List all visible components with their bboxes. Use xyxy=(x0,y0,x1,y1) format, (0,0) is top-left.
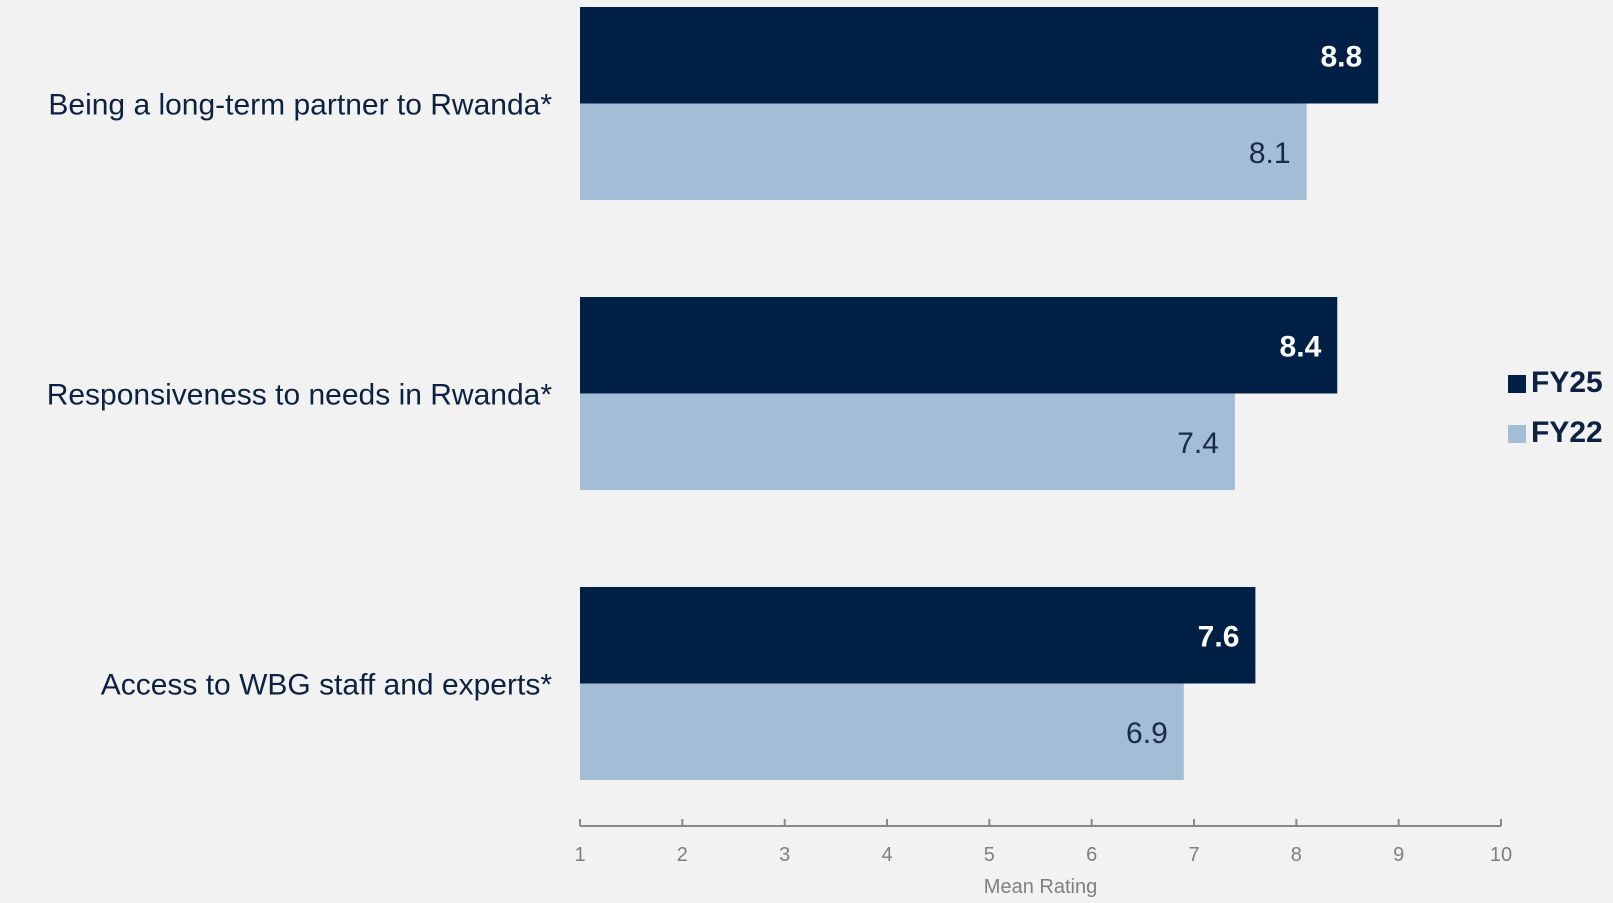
bar-fy22-1 xyxy=(580,103,1307,200)
x-tick-label-2: 2 xyxy=(677,844,688,866)
legend-swatch-fy25 xyxy=(1508,375,1526,393)
data-label-fy22-1: 8.1 xyxy=(1249,137,1291,170)
x-tick-label-4: 4 xyxy=(881,844,892,866)
x-tick-label-8: 8 xyxy=(1291,844,1302,866)
data-label-fy25-1: 8.8 xyxy=(1320,40,1362,73)
bar-fy22-3 xyxy=(580,683,1184,780)
bar-fy22-2 xyxy=(580,393,1235,490)
x-tick-label-5: 5 xyxy=(984,844,995,866)
data-label-fy22-2: 7.4 xyxy=(1177,427,1219,460)
x-tick-label-1: 1 xyxy=(574,844,585,866)
x-tick-label-10: 10 xyxy=(1490,844,1512,866)
bar-fy25-3 xyxy=(580,587,1256,684)
category-labels: Being a long-term partner to Rwanda* Resp… xyxy=(47,89,553,702)
data-label-fy25-2: 8.4 xyxy=(1280,330,1322,363)
legend-label-fy25: FY25 xyxy=(1531,366,1603,399)
bar-fy25-2 xyxy=(580,297,1338,394)
x-tick-label-6: 6 xyxy=(1086,844,1097,866)
data-label-fy22-3: 6.9 xyxy=(1126,717,1168,750)
x-tick-label-3: 3 xyxy=(779,844,790,866)
x-axis: 1 2 3 4 5 6 7 8 9 10 Mean Rating xyxy=(574,819,1512,898)
x-tick-label-7: 7 xyxy=(1188,844,1199,866)
data-label-fy25-3: 7.6 xyxy=(1198,620,1240,653)
x-axis-title: Mean Rating xyxy=(984,876,1097,898)
bar-fy25-1 xyxy=(580,7,1379,104)
legend: FY25 FY22 xyxy=(1508,366,1603,449)
category-label-3: Access to WBG staff and experts* xyxy=(101,669,553,702)
x-tick-label-9: 9 xyxy=(1393,844,1404,866)
legend-label-fy22: FY22 xyxy=(1531,416,1603,449)
category-label-2: Responsiveness to needs in Rwanda* xyxy=(47,379,553,412)
legend-swatch-fy22 xyxy=(1508,425,1526,443)
category-label-1: Being a long-term partner to Rwanda* xyxy=(48,89,552,122)
bars-layer: 8.8 8.1 8.4 7.4 7.6 6.9 xyxy=(580,7,1379,780)
